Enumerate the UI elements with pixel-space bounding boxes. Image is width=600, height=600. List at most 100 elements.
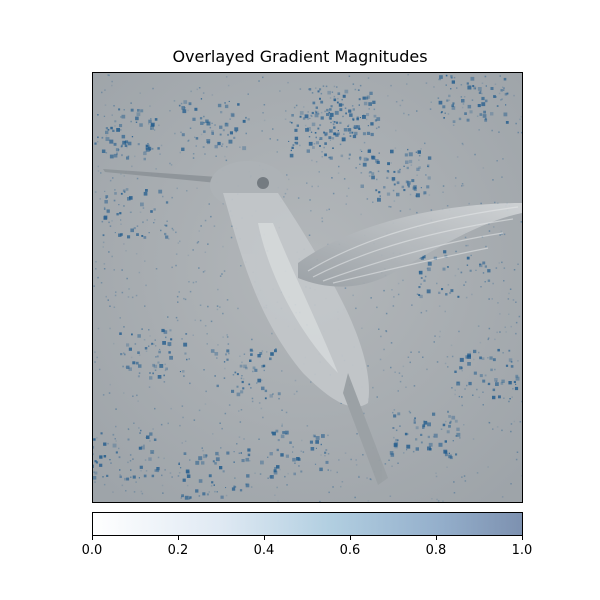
gradient-pixel (366, 158, 369, 161)
gradient-pixel (455, 177, 457, 179)
gradient-pixel (504, 326, 506, 328)
gradient-pixel (178, 462, 180, 464)
gradient-pixel (328, 136, 332, 140)
gradient-pixel (113, 105, 115, 107)
gradient-pixel (352, 134, 357, 139)
gradient-pixel (200, 98, 203, 100)
gradient-pixel (165, 235, 169, 239)
gradient-pixel (204, 403, 207, 405)
gradient-pixel (342, 115, 344, 117)
gradient-pixel (322, 85, 325, 87)
gradient-pixel (377, 192, 380, 194)
gradient-pixel (504, 92, 508, 96)
gradient-pixel (118, 149, 120, 151)
gradient-pixel (308, 136, 311, 138)
gradient-pixel (161, 484, 164, 487)
gradient-pixel (377, 197, 381, 202)
gradient-pixel (292, 446, 294, 448)
gradient-pixel (292, 457, 296, 462)
gradient-pixel (451, 415, 456, 420)
gradient-pixel (438, 305, 441, 307)
gradient-pixel (500, 89, 503, 92)
gradient-pixel (157, 147, 160, 150)
gradient-pixel (407, 73, 409, 76)
gradient-pixel (503, 89, 505, 91)
gradient-pixel (320, 116, 324, 120)
gradient-pixel (508, 349, 511, 352)
gradient-pixel (396, 439, 399, 442)
gradient-pixel (392, 305, 395, 307)
gradient-pixel (143, 236, 147, 239)
gradient-pixel (169, 355, 173, 360)
gradient-pixel (245, 483, 248, 486)
gradient-pixel (202, 492, 206, 496)
gradient-pixel (448, 424, 451, 428)
gradient-pixel (336, 101, 339, 104)
gradient-pixel (319, 124, 322, 127)
gradient-pixel (476, 472, 479, 474)
gradient-pixel (315, 111, 319, 115)
gradient-pixel (146, 219, 148, 221)
gradient-pixel (399, 380, 402, 383)
gradient-pixel (160, 144, 163, 147)
gradient-pixel (297, 458, 301, 461)
gradient-pixel (250, 353, 253, 356)
gradient-pixel (406, 449, 408, 451)
gradient-pixel (153, 343, 155, 345)
gradient-pixel (199, 319, 202, 322)
gradient-pixel (520, 116, 522, 118)
gradient-pixel (466, 82, 469, 85)
gradient-pixel (450, 344, 453, 347)
gradient-pixel (503, 280, 505, 282)
gradient-pixel (461, 396, 463, 398)
gradient-pixel (215, 155, 217, 157)
gradient-pixel (131, 165, 133, 168)
gradient-pixel (218, 454, 220, 457)
gradient-pixel (513, 380, 516, 383)
gradient-pixel (94, 351, 96, 353)
colorbar (92, 512, 523, 536)
gradient-pixel (107, 74, 109, 76)
gradient-pixel (467, 244, 469, 247)
gradient-pixel (501, 429, 503, 432)
gradient-pixel (467, 85, 472, 90)
gradient-pixel (332, 147, 334, 149)
gradient-pixel (214, 462, 217, 465)
gradient-pixel (195, 460, 200, 465)
gradient-pixel (272, 128, 274, 130)
gradient-pixel (479, 90, 482, 93)
gradient-pixel (454, 370, 457, 373)
colorbar-tick-label: 0.6 (339, 543, 361, 558)
gradient-pixel (312, 101, 316, 105)
gradient-pixel (162, 341, 166, 345)
gradient-pixel (333, 95, 336, 98)
gradient-pixel (188, 139, 190, 141)
gradient-pixel (328, 208, 330, 211)
gradient-pixel (515, 122, 517, 125)
gradient-pixel (198, 495, 201, 497)
gradient-pixel (150, 343, 153, 346)
gradient-pixel (420, 148, 422, 150)
gradient-pixel (332, 486, 334, 488)
gradient-pixel (217, 344, 219, 346)
gradient-pixel (501, 496, 504, 498)
gradient-pixel (452, 124, 455, 126)
gradient-pixel (479, 263, 481, 266)
gradient-pixel (341, 99, 343, 101)
gradient-pixel (321, 434, 325, 438)
gradient-pixel (104, 89, 106, 91)
gradient-pixel (439, 330, 441, 333)
gradient-pixel (390, 149, 394, 154)
gradient-pixel (289, 153, 294, 158)
gradient-pixel (487, 279, 491, 282)
gradient-pixel (121, 484, 124, 487)
gradient-pixel (473, 371, 477, 375)
gradient-pixel (115, 408, 117, 410)
gradient-pixel (368, 108, 370, 110)
gradient-pixel (415, 438, 418, 441)
gradient-pixel (113, 269, 115, 271)
gradient-pixel (269, 138, 271, 140)
colorbar-tick (436, 536, 437, 540)
gradient-pixel (171, 227, 174, 230)
gradient-pixel (225, 487, 227, 489)
